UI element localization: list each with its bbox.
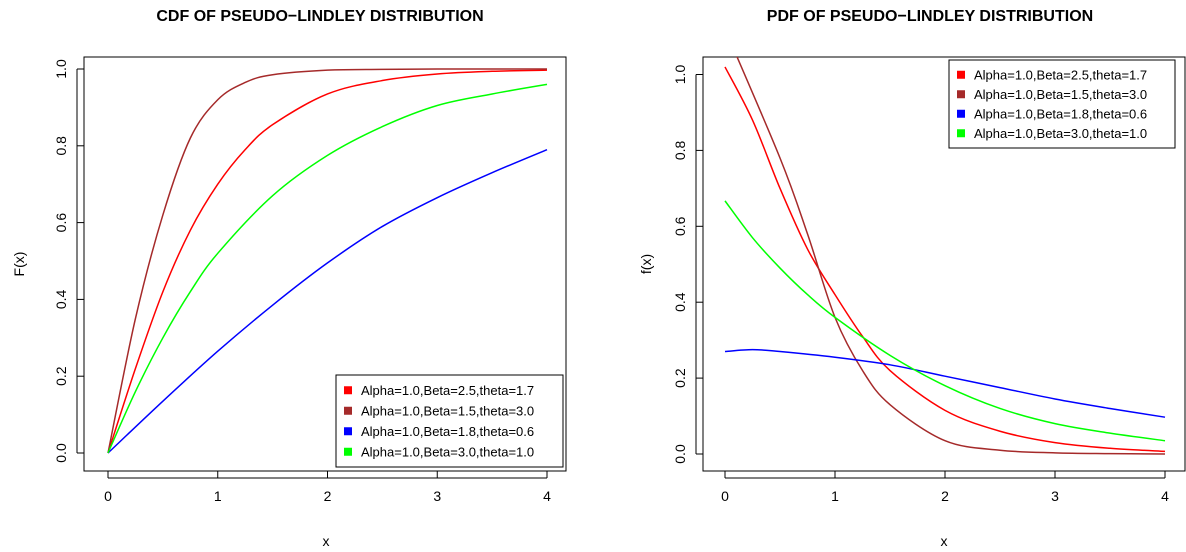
y-axis-label: F(x) xyxy=(11,252,27,277)
x-tick-label: 4 xyxy=(1161,488,1169,504)
x-axis-label: x xyxy=(941,533,948,549)
y-tick-label: 0.0 xyxy=(672,444,688,464)
x-tick-label: 0 xyxy=(721,488,729,504)
axis-ticks: 0 1 2 3 4 0.0 0.2 0.4 0.6 0.8 1.0 xyxy=(53,59,551,504)
series-line-4 xyxy=(107,83,548,454)
pdf-chart: PDF OF PSEUDO−LINDLEY DISTRIBUTION x f(x… xyxy=(638,8,1186,549)
x-tick-label: 2 xyxy=(324,488,332,504)
y-tick-label: 0.6 xyxy=(672,216,688,236)
y-tick-label: 0.4 xyxy=(53,289,69,309)
series-lines xyxy=(107,68,548,454)
plot-frame xyxy=(83,56,567,472)
axis-ticks: 0 1 2 3 4 0.0 0.2 0.4 0.6 0.8 1.0 xyxy=(672,65,1169,504)
x-tick-label: 3 xyxy=(1051,488,1059,504)
series-line-1 xyxy=(107,69,548,454)
series-line-1 xyxy=(724,66,1166,453)
x-tick-label: 1 xyxy=(831,488,839,504)
y-tick-label: 0.8 xyxy=(672,140,688,160)
y-tick-label: 0.4 xyxy=(672,292,688,312)
y-tick-label: 0.2 xyxy=(672,368,688,388)
legend-swatch xyxy=(344,447,352,456)
legend: Alpha=1.0,Beta=2.5,theta=1.7 Alpha=1.0,Be… xyxy=(948,59,1176,149)
series-line-2 xyxy=(736,57,1166,455)
legend-label: Alpha=1.0,Beta=3.0,theta=1.0 xyxy=(361,444,534,459)
legend-swatch xyxy=(957,70,965,79)
y-tick-label: 0.2 xyxy=(53,366,69,386)
y-tick-label: 1.0 xyxy=(672,65,688,85)
y-tick-label: 0.0 xyxy=(53,443,69,463)
legend-label: Alpha=1.0,Beta=2.5,theta=1.7 xyxy=(974,67,1147,82)
series-line-4 xyxy=(724,200,1166,442)
legend-box xyxy=(948,59,1176,149)
series-line-3 xyxy=(107,148,548,454)
plot-frame xyxy=(702,56,1186,472)
y-axis-label: f(x) xyxy=(638,254,654,274)
legend-label: Alpha=1.0,Beta=1.5,theta=3.0 xyxy=(974,87,1147,102)
series-line-3 xyxy=(724,348,1166,418)
y-tick-label: 1.0 xyxy=(53,59,69,79)
legend-swatch xyxy=(344,386,352,395)
legend-label: Alpha=1.0,Beta=1.8,theta=0.6 xyxy=(361,424,534,439)
legend-swatch xyxy=(957,109,965,118)
chart-title: PDF OF PSEUDO−LINDLEY DISTRIBUTION xyxy=(767,8,1093,25)
x-tick-label: 4 xyxy=(543,488,551,504)
legend-swatch xyxy=(344,427,352,436)
y-tick-label: 0.6 xyxy=(53,213,69,233)
x-tick-label: 1 xyxy=(214,488,222,504)
legend-swatch xyxy=(957,90,965,99)
legend-label: Alpha=1.0,Beta=3.0,theta=1.0 xyxy=(974,126,1147,141)
x-tick-label: 2 xyxy=(941,488,949,504)
legend-label: Alpha=1.0,Beta=1.8,theta=0.6 xyxy=(974,106,1147,121)
cdf-chart: CDF OF PSEUDO−LINDLEY DISTRIBUTION x F(x… xyxy=(11,8,567,549)
legend: Alpha=1.0,Beta=2.5,theta=1.7 Alpha=1.0,Be… xyxy=(335,374,564,468)
legend-swatch xyxy=(957,129,965,138)
legend-label: Alpha=1.0,Beta=1.5,theta=3.0 xyxy=(361,403,534,418)
y-tick-label: 0.8 xyxy=(53,136,69,156)
chart-title: CDF OF PSEUDO−LINDLEY DISTRIBUTION xyxy=(156,8,483,25)
legend-box xyxy=(335,374,564,468)
series-lines xyxy=(724,57,1166,455)
series-line-2 xyxy=(107,68,547,454)
legend-swatch xyxy=(344,406,352,415)
x-tick-label: 3 xyxy=(433,488,441,504)
x-axis-label: x xyxy=(323,533,330,549)
x-tick-label: 0 xyxy=(104,488,112,504)
legend-label: Alpha=1.0,Beta=2.5,theta=1.7 xyxy=(361,383,534,398)
